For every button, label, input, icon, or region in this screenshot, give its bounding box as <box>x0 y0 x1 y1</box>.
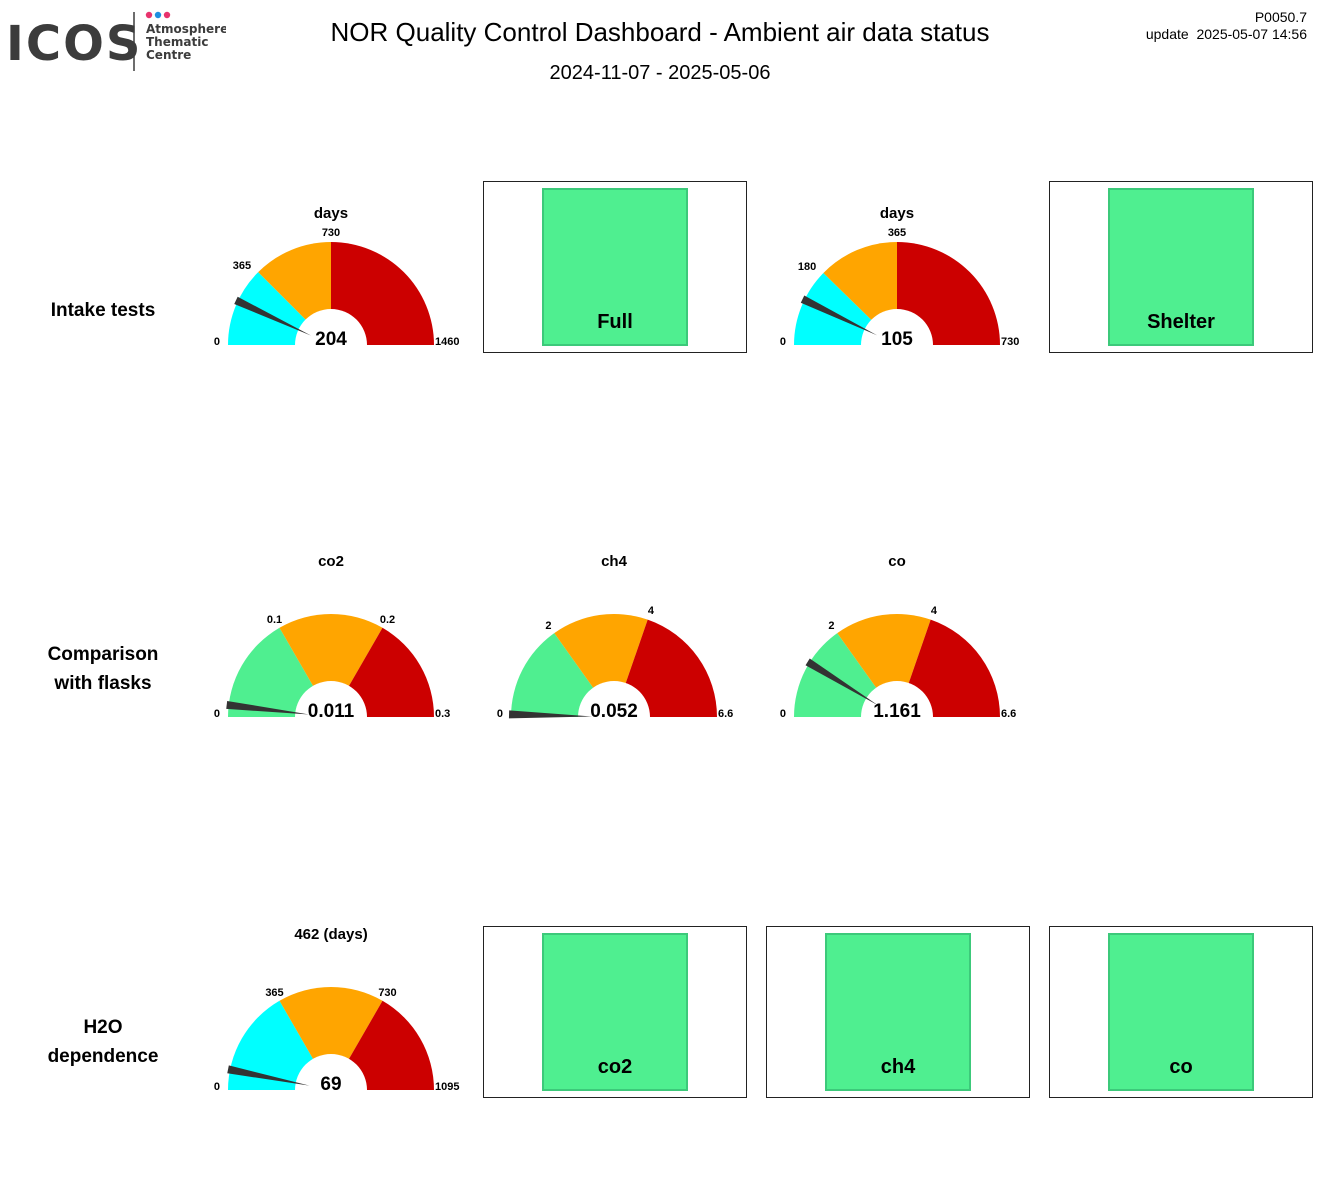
version-label: P0050.7 <box>1254 9 1307 25</box>
row-label-comparison-flasks: Comparison with flasks <box>10 640 196 698</box>
gauge-title: co2 <box>318 553 344 570</box>
gauge-tick-label: 0 <box>497 708 503 720</box>
gauge-hole <box>295 309 367 345</box>
gauge-value-label: 1.161 <box>873 701 921 722</box>
gauge-tick-label: 0 <box>780 336 786 348</box>
gauge-tick-label: 730 <box>378 987 396 999</box>
gauge-tick-label: 365 <box>265 987 283 999</box>
status-indicator: co <box>1108 933 1254 1091</box>
row-label-line: with flasks <box>54 673 152 694</box>
gauge-value-label: 204 <box>315 329 347 350</box>
status-label: ch4 <box>880 1056 916 1078</box>
logo-line-2: Thematic <box>146 35 208 49</box>
gauge-tick-label: 730 <box>1001 336 1019 348</box>
update-timestamp: update 2025-05-07 14:56 <box>1145 26 1307 42</box>
gauge-tick-label: 1460 <box>435 336 459 348</box>
gauge-needle <box>226 700 310 715</box>
status-panel-ch4: ch4 <box>766 926 1030 1098</box>
gauge-needle <box>508 710 593 719</box>
gauge-hole <box>578 681 650 717</box>
status-panel-co: co <box>1049 926 1313 1098</box>
status-panel-co2: co2 <box>483 926 747 1098</box>
gauge-tick-label: 6.6 <box>1001 708 1016 720</box>
gauge-tick-label: 365 <box>888 227 906 239</box>
page-title: NOR Quality Control Dashboard - Ambient … <box>330 17 990 47</box>
gauge-tick-label: 2 <box>828 620 834 632</box>
gauge-value-label: 0.011 <box>308 701 355 722</box>
gauge-hole <box>861 309 933 345</box>
gauge-band <box>897 242 1000 345</box>
gauge-band <box>279 613 383 717</box>
gauge-tick-label: 0 <box>780 708 786 720</box>
icos-logo: ICOS Atmosphere Thematic Centre <box>6 11 226 72</box>
gauge-tick-label: 1095 <box>435 1081 459 1093</box>
row-label-line: Comparison <box>47 644 159 665</box>
gauge-needle <box>805 658 879 706</box>
gauge-hole <box>295 681 367 717</box>
gauge-tick-label: 4 <box>931 605 938 617</box>
gauge-band <box>554 614 648 717</box>
gauge-tick-label: 730 <box>322 227 340 239</box>
status-panel-full: Full <box>483 181 747 353</box>
gauge-tick-label: 2 <box>545 620 551 632</box>
gauge-hole <box>861 681 933 717</box>
gauge-tick-label: 0.3 <box>435 708 450 720</box>
gauge-tick-label: 180 <box>798 261 816 273</box>
logo-dot-3 <box>163 11 171 19</box>
gauge-tick-label: 0 <box>214 708 220 720</box>
row-label-line: Intake tests <box>50 300 156 321</box>
gauge-band <box>279 987 383 1090</box>
status-indicator: Shelter <box>1108 188 1254 346</box>
logo-dot-2 <box>154 11 162 19</box>
gauge-band <box>331 242 434 345</box>
gauge-title: co <box>888 553 906 570</box>
logo-line-1: Atmosphere <box>146 22 226 36</box>
gauge-tick-label: 4 <box>648 605 655 617</box>
gauge-needle <box>227 1065 310 1086</box>
gauge-tick-label: 0 <box>214 336 220 348</box>
row-label-h2o-dependence: H2O dependence <box>10 1013 196 1071</box>
logo-main-text: ICOS <box>6 16 142 72</box>
gauge-band <box>837 614 931 717</box>
row-label-line: dependence <box>47 1046 159 1067</box>
gauge-needle <box>800 295 878 336</box>
logo-dot-1 <box>145 11 153 19</box>
gauge-title: ch4 <box>601 553 628 570</box>
gauge-value-label: 0.052 <box>590 701 638 722</box>
status-label: Shelter <box>1147 311 1215 333</box>
gauge-tick-label: 0.2 <box>380 614 395 626</box>
gauge-title: 462 (days) <box>294 926 367 943</box>
gauge-title: days <box>880 205 914 222</box>
gauge-tick-label: 0.1 <box>267 614 282 626</box>
gauge-tick-label: 6.6 <box>718 708 733 720</box>
page-period: 2024-11-07 - 2025-05-06 <box>549 62 771 84</box>
gauge-value-label: 105 <box>881 329 913 350</box>
status-label: co <box>1169 1056 1193 1078</box>
gauge-hole <box>295 1054 367 1090</box>
gauge-needle <box>234 296 312 336</box>
gauge-tick-label: 365 <box>233 260 251 272</box>
gauge-tick-label: 0 <box>214 1081 220 1093</box>
gauge-title: days <box>314 205 348 222</box>
status-panel-shelter: Shelter <box>1049 181 1313 353</box>
row-label-intake-tests: Intake tests <box>10 296 196 325</box>
status-label: co2 <box>597 1056 633 1078</box>
status-indicator: co2 <box>542 933 688 1091</box>
gauge-value-label: 69 <box>320 1074 341 1095</box>
row-label-line: H2O <box>83 1017 123 1038</box>
logo-line-3: Centre <box>146 48 191 62</box>
status-label: Full <box>597 311 633 333</box>
status-indicator: ch4 <box>825 933 971 1091</box>
status-indicator: Full <box>542 188 688 346</box>
